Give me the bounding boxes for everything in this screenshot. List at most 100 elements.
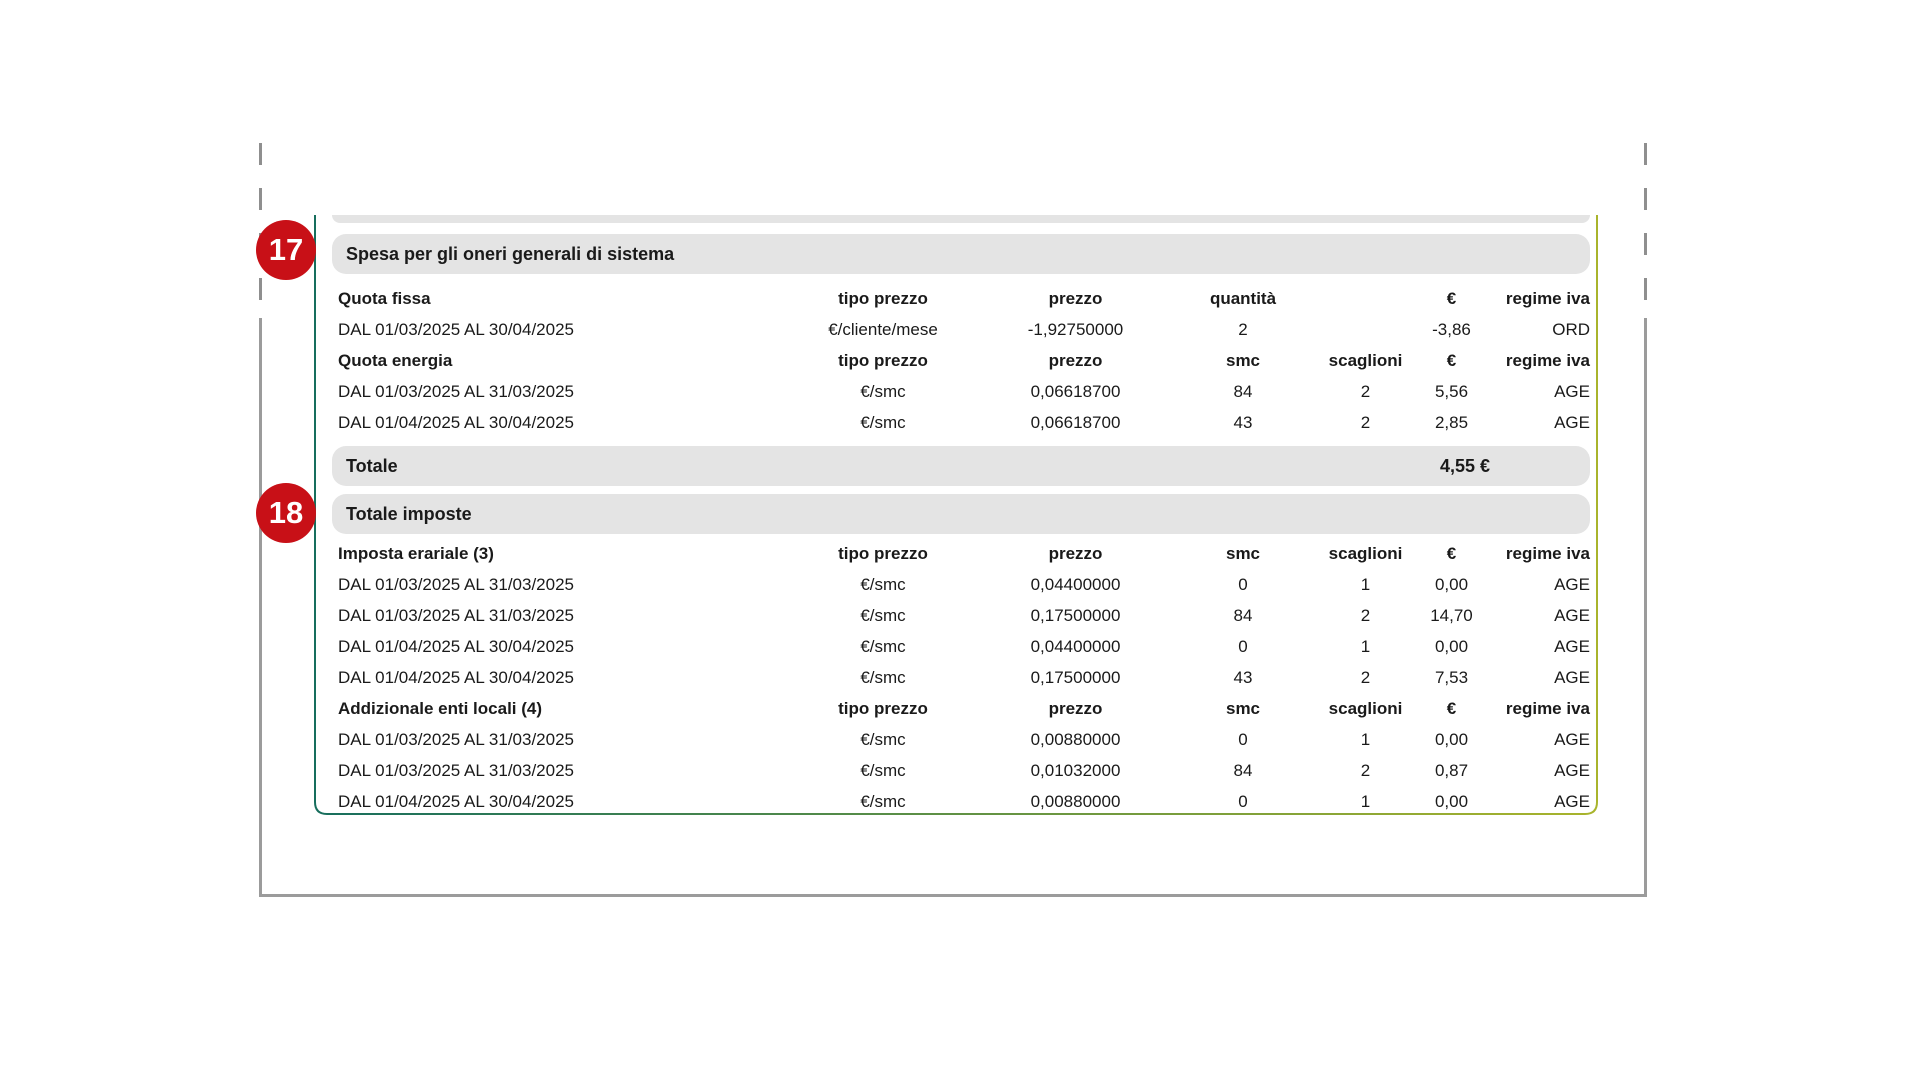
cell-regime-iva: AGE xyxy=(1554,574,1590,594)
cell-regime-iva: AGE xyxy=(1554,636,1590,656)
cell-smc: 84 xyxy=(1233,760,1253,780)
cell-smc: 0 xyxy=(1238,636,1248,656)
total-value: 4,55 € xyxy=(1439,455,1490,476)
col-header-euro: € xyxy=(1446,288,1457,308)
table-row: DAL 01/04/2025 AL 30/04/2025 €/smc 0,066… xyxy=(332,407,1590,438)
cell-periodo: DAL 01/03/2025 AL 31/03/2025 xyxy=(338,760,574,780)
section-header-oneri-sistema: Spesa per gli oneri generali di sistema xyxy=(332,234,1590,274)
cell-prezzo: -1,92750000 xyxy=(1027,319,1124,339)
callout-18-number: 18 xyxy=(268,495,304,530)
callout-18-badge: 18 xyxy=(256,483,316,543)
cell-tipo-prezzo: €/smc xyxy=(860,791,906,811)
cell-quantita: 2 xyxy=(1238,319,1248,339)
cell-importo-euro: 0,00 xyxy=(1434,791,1469,811)
bill-page-frame xyxy=(259,318,1647,897)
previous-section-bar-stub xyxy=(332,215,1590,223)
cell-importo-euro: 5,56 xyxy=(1434,381,1469,401)
table-row: DAL 01/04/2025 AL 30/04/2025 €/smc 0,008… xyxy=(332,786,1590,817)
col-header-prezzo: prezzo xyxy=(1048,543,1103,563)
total-label: Totale xyxy=(346,455,398,476)
cell-scaglioni: 1 xyxy=(1360,729,1371,749)
cell-scaglioni: 2 xyxy=(1360,667,1371,687)
table-header-row: Quota energia tipo prezzo prezzo smc sca… xyxy=(332,345,1590,376)
col-header-euro: € xyxy=(1446,543,1457,563)
table-header-row: Addizionale enti locali (4) tipo prezzo … xyxy=(332,693,1590,724)
cell-tipo-prezzo: €/smc xyxy=(860,605,906,625)
cell-regime-iva: ORD xyxy=(1552,319,1590,339)
col-header-tipo-prezzo: tipo prezzo xyxy=(838,288,928,308)
col-header-tipo-prezzo: tipo prezzo xyxy=(838,698,928,718)
col-header-scaglioni: scaglioni xyxy=(1328,698,1403,718)
cell-scaglioni: 2 xyxy=(1360,760,1371,780)
col-header-regime-iva: regime iva xyxy=(1505,288,1590,308)
cell-prezzo: 0,00880000 xyxy=(1030,729,1121,749)
col-header-regime-iva: regime iva xyxy=(1505,543,1590,563)
cell-scaglioni: 2 xyxy=(1360,381,1371,401)
col-header-quantita: quantità xyxy=(1209,288,1277,308)
col-header-regime-iva: regime iva xyxy=(1505,350,1590,370)
section-header-totale-imposte: Totale imposte xyxy=(332,494,1590,534)
table-row: DAL 01/03/2025 AL 31/03/2025 €/smc 0,010… xyxy=(332,755,1590,786)
cell-tipo-prezzo: €/smc xyxy=(860,760,906,780)
col-header-smc: smc xyxy=(1225,543,1261,563)
cell-smc: 43 xyxy=(1233,667,1253,687)
cell-importo-euro: 2,85 xyxy=(1434,412,1469,432)
col-header-scaglioni: scaglioni xyxy=(1328,350,1403,370)
cell-tipo-prezzo: €/smc xyxy=(860,574,906,594)
cell-periodo: DAL 01/03/2025 AL 31/03/2025 xyxy=(338,605,574,625)
cell-periodo: DAL 01/04/2025 AL 30/04/2025 xyxy=(338,791,574,811)
cell-smc: 84 xyxy=(1233,381,1253,401)
cell-prezzo: 0,00880000 xyxy=(1030,791,1121,811)
col-header-prezzo: prezzo xyxy=(1048,698,1103,718)
table-row: DAL 01/03/2025 AL 31/03/2025 €/smc 0,066… xyxy=(332,376,1590,407)
cell-scaglioni: 2 xyxy=(1360,412,1371,432)
section-title-label: Spesa per gli oneri generali di sistema xyxy=(346,243,675,264)
page-tear-edge-left xyxy=(259,143,262,318)
cell-smc: 0 xyxy=(1238,729,1248,749)
cell-periodo: DAL 01/03/2025 AL 31/03/2025 xyxy=(338,574,574,594)
cell-tipo-prezzo: €/smc xyxy=(860,381,906,401)
cell-periodo: DAL 01/03/2025 AL 30/04/2025 xyxy=(338,319,574,339)
col-header-tipo-prezzo: tipo prezzo xyxy=(838,543,928,563)
cell-smc: 0 xyxy=(1238,791,1248,811)
col-header-regime-iva: regime iva xyxy=(1505,698,1590,718)
cell-scaglioni: 2 xyxy=(1360,605,1371,625)
cell-smc: 43 xyxy=(1233,412,1253,432)
cell-regime-iva: AGE xyxy=(1554,412,1590,432)
cell-regime-iva: AGE xyxy=(1554,729,1590,749)
table-row: DAL 01/03/2025 AL 30/04/2025 €/cliente/m… xyxy=(332,314,1590,345)
cell-periodo: DAL 01/03/2025 AL 31/03/2025 xyxy=(338,729,574,749)
col-header-scaglioni: scaglioni xyxy=(1328,543,1403,563)
cell-regime-iva: AGE xyxy=(1554,760,1590,780)
cell-importo-euro: -3,86 xyxy=(1432,319,1471,339)
cell-importo-euro: 0,00 xyxy=(1434,729,1469,749)
page-tear-edge-right xyxy=(1644,143,1647,318)
table-row: DAL 01/04/2025 AL 30/04/2025 €/smc 0,044… xyxy=(332,631,1590,662)
callout-17-badge: 17 xyxy=(256,220,316,280)
col-header-euro: € xyxy=(1446,698,1457,718)
col-header-euro: € xyxy=(1446,350,1457,370)
cell-tipo-prezzo: €/smc xyxy=(860,636,906,656)
col-header-prezzo: prezzo xyxy=(1048,350,1103,370)
cell-regime-iva: AGE xyxy=(1554,381,1590,401)
card-content: Spesa per gli oneri generali di sistema … xyxy=(332,215,1590,817)
group-label: Addizionale enti locali (4) xyxy=(338,698,543,718)
cell-periodo: DAL 01/04/2025 AL 30/04/2025 xyxy=(338,667,574,687)
cell-prezzo: 0,04400000 xyxy=(1030,636,1121,656)
cell-scaglioni: 1 xyxy=(1360,636,1371,656)
cell-periodo: DAL 01/04/2025 AL 30/04/2025 xyxy=(338,636,574,656)
cell-tipo-prezzo: €/smc xyxy=(860,667,906,687)
cell-tipo-prezzo: €/cliente/mese xyxy=(828,319,938,339)
col-header-prezzo: prezzo xyxy=(1048,288,1103,308)
callout-17-number: 17 xyxy=(268,232,304,267)
section-title-label: Totale imposte xyxy=(346,503,472,524)
table-header-row: Quota fissa tipo prezzo prezzo quantità … xyxy=(332,283,1590,314)
bill-detail-card: Spesa per gli oneri generali di sistema … xyxy=(314,215,1598,816)
cell-tipo-prezzo: €/smc xyxy=(860,412,906,432)
cell-prezzo: 0,04400000 xyxy=(1030,574,1121,594)
table-row: DAL 01/03/2025 AL 31/03/2025 €/smc 0,044… xyxy=(332,569,1590,600)
cell-prezzo: 0,17500000 xyxy=(1030,605,1121,625)
cell-scaglioni: 1 xyxy=(1360,574,1371,594)
cell-periodo: DAL 01/04/2025 AL 30/04/2025 xyxy=(338,412,574,432)
table-row: DAL 01/04/2025 AL 30/04/2025 €/smc 0,175… xyxy=(332,662,1590,693)
